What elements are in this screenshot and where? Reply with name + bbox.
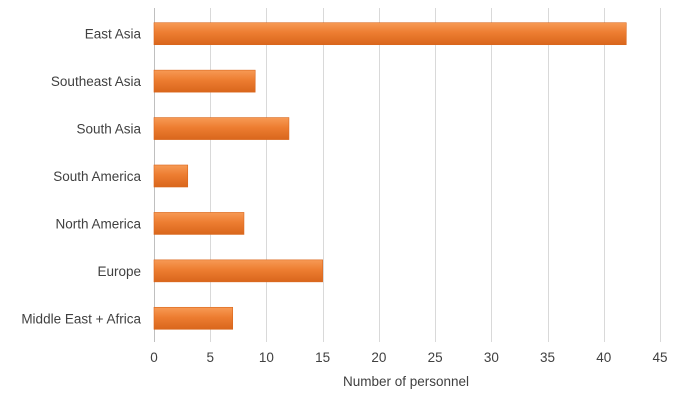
category-label: South Asia [76, 122, 141, 137]
category-labels: East Asia Southeast Asia South Asia South A… [21, 27, 141, 327]
bar [153, 117, 290, 140]
x-tick-labels: 0 5 10 15 20 25 30 35 40 45 [150, 350, 667, 365]
category-label: Europe [97, 264, 141, 279]
x-tick-label: 0 [150, 350, 158, 365]
x-tick-label: 5 [206, 350, 214, 365]
x-tick-label: 20 [371, 350, 386, 365]
category-label: South America [53, 169, 141, 184]
bar [153, 22, 627, 46]
x-tick-label: 30 [484, 350, 499, 365]
category-label: Middle East + Africa [21, 311, 141, 326]
gridlines [154, 8, 661, 342]
category-label: Southeast Asia [51, 74, 142, 89]
bar [153, 306, 234, 330]
bar [153, 259, 323, 283]
x-tick-label: 10 [259, 350, 274, 365]
bar [153, 212, 245, 235]
bar [153, 164, 189, 188]
x-tick-label: 45 [652, 350, 667, 365]
bars [153, 22, 627, 330]
bar [153, 69, 256, 93]
x-tick-label: 40 [596, 350, 611, 365]
x-tick-label: 35 [540, 350, 555, 365]
category-label: East Asia [85, 27, 142, 42]
category-label: North America [55, 216, 141, 231]
x-tick-label: 25 [428, 350, 443, 365]
x-tick-label: 15 [315, 350, 330, 365]
x-axis-title: Number of personnel [343, 374, 469, 389]
